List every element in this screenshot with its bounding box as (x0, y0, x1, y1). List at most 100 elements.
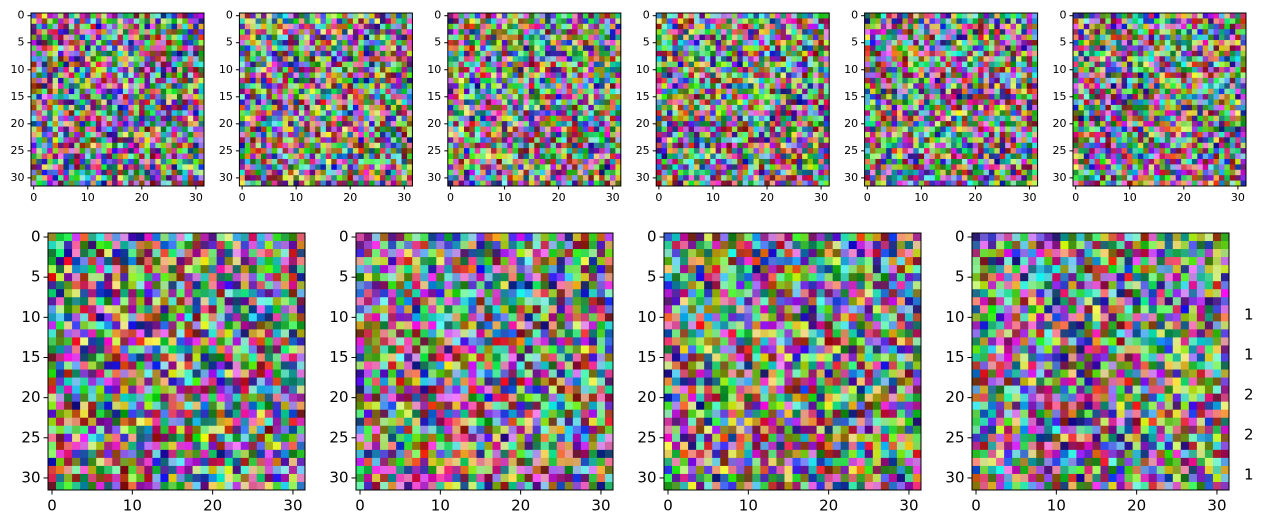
pixel (486, 116, 492, 122)
pixel (540, 78, 546, 84)
pixel (193, 72, 199, 78)
pixel (118, 45, 124, 51)
pixel (502, 116, 508, 122)
pixel (764, 62, 770, 68)
pixel (929, 100, 935, 106)
pixel (42, 83, 48, 89)
pixel (726, 72, 732, 78)
pixel (310, 29, 316, 35)
pixel (667, 105, 673, 111)
pixel (396, 110, 402, 116)
pixel (802, 29, 808, 35)
pixel (53, 159, 59, 165)
pixel (96, 67, 102, 73)
pixel (759, 67, 765, 73)
pixel (496, 24, 502, 30)
pixel (743, 148, 749, 154)
pixel (239, 78, 245, 84)
pixel (678, 62, 684, 68)
pixel (326, 159, 332, 165)
pixel (556, 132, 562, 138)
pixel (283, 67, 289, 73)
pixel (605, 13, 611, 19)
pixel (978, 83, 984, 89)
pixel (475, 143, 481, 149)
pixel (540, 67, 546, 73)
pixel (683, 110, 689, 116)
pixel (96, 29, 102, 35)
pixel (523, 78, 529, 84)
pixel (594, 13, 600, 19)
pixel (699, 127, 705, 133)
pixel (678, 105, 684, 111)
pixel (69, 72, 75, 78)
pixel (946, 67, 952, 73)
pixel (594, 105, 600, 111)
pixel (786, 13, 792, 19)
pixel (1021, 143, 1027, 149)
pixel (112, 62, 118, 68)
pixel (732, 67, 738, 73)
pixel (53, 105, 59, 111)
pixel (342, 56, 348, 62)
pixel (385, 94, 391, 100)
pixel (261, 45, 267, 51)
pixel (892, 29, 898, 35)
pixel (786, 94, 792, 100)
pixel (1021, 100, 1027, 106)
pixel (599, 137, 605, 143)
pixel (1016, 143, 1022, 149)
pixel (1027, 18, 1033, 24)
pixel (818, 159, 824, 165)
pixel (250, 78, 256, 84)
pixel (545, 137, 551, 143)
pixel (924, 72, 930, 78)
pixel (1021, 116, 1027, 122)
pixel (764, 18, 770, 24)
pixel (166, 127, 172, 133)
pixel (391, 51, 397, 57)
pixel (36, 40, 42, 46)
pixel (545, 29, 551, 35)
pixel (662, 105, 668, 111)
pixel (337, 105, 343, 111)
pixel (150, 72, 156, 78)
pixel (605, 127, 611, 133)
pixel (250, 175, 256, 181)
pixel (172, 24, 178, 30)
pixel (47, 35, 53, 41)
pixel (737, 110, 743, 116)
pixel (897, 67, 903, 73)
pixel (134, 170, 140, 176)
pixel (678, 154, 684, 160)
pixel (892, 51, 898, 57)
pixel (764, 40, 770, 46)
pixel (63, 94, 69, 100)
pixel (331, 164, 337, 170)
pixel (250, 13, 256, 19)
pixel (870, 45, 876, 51)
pixel (897, 24, 903, 30)
pixel (737, 175, 743, 181)
pixel (892, 100, 898, 106)
pixel (908, 132, 914, 138)
pixel (929, 62, 935, 68)
pixel (892, 143, 898, 149)
pixel (507, 154, 513, 160)
pixel (897, 40, 903, 46)
pixel (272, 127, 278, 133)
pixel (239, 45, 245, 51)
pixel (277, 132, 283, 138)
pixel (475, 110, 481, 116)
pixel (935, 29, 941, 35)
pixel (155, 116, 161, 122)
pixel (288, 116, 294, 122)
pixel (967, 72, 973, 78)
pixel (486, 89, 492, 95)
pixel (36, 100, 42, 106)
pixel (529, 127, 535, 133)
pixel (973, 51, 979, 57)
pixel (572, 94, 578, 100)
pixel (870, 143, 876, 149)
pixel (464, 89, 470, 95)
